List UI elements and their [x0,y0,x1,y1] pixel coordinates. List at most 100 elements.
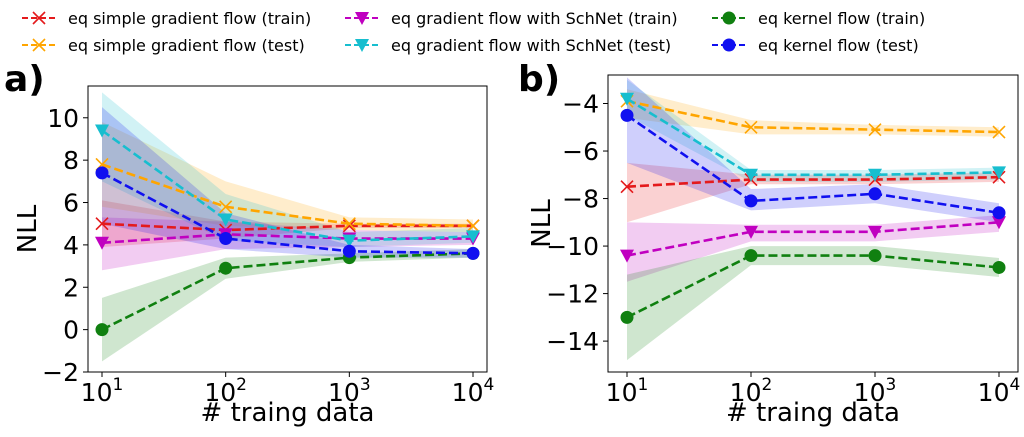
y-tick-label-4: −6 [562,137,599,166]
series-line-3 [101,129,474,242]
series-4-point-3 [992,260,1006,274]
series-2-point-1 [744,225,758,239]
x-tick-label-0: 101 [81,375,124,407]
series-1-point-2 [868,123,882,137]
y-tick-label-5: 8 [63,146,79,175]
x-axis-label: # traing data [201,398,375,428]
series-line-2 [101,232,473,245]
band-2 [627,215,999,282]
y-tick-label-4: 6 [63,189,79,218]
series-5-point-1 [219,232,233,246]
x-tick-label-3: 104 [978,375,1021,407]
series-line-1 [101,163,474,228]
series-4-point-0 [95,323,109,337]
plot-frame [87,85,488,373]
series-line-4 [101,252,474,331]
series-3-point-2 [868,168,882,182]
legend-marker-0 [32,11,46,25]
series-4-point-2 [868,249,882,263]
y-tick-label-5: −4 [562,90,599,119]
series-1-point-3 [466,219,480,233]
legend-label-2: eq gradient flow with SchNet (train) [391,9,678,28]
x-tick-label-1: 102 [204,375,247,407]
series-1-point-1 [219,200,233,214]
series-5-point-0 [620,108,634,122]
series-line-2 [626,221,1000,257]
panel-label-a: a) [4,59,45,100]
series-5-point-1 [744,194,758,208]
legend-item-3: eq gradient flow with SchNet (test) [345,36,671,55]
series-line-0 [626,175,1000,188]
legend-item-1: eq simple gradient flow (test) [22,36,305,55]
legend-item-2: eq gradient flow with SchNet (train) [345,9,678,28]
series-line-5 [101,171,474,255]
legend-marker-4 [722,11,736,25]
legend-label-5: eq kernel flow (test) [758,36,919,55]
x-tick-label-3: 104 [452,375,495,407]
series-3-point-2 [342,234,357,248]
series-3-point-0 [95,124,109,138]
band-3 [102,92,473,248]
band-4 [102,249,473,362]
legend-item-4: eq kernel flow (train) [712,9,925,28]
series-5-point-3 [992,206,1006,220]
series-3-point-1 [744,168,758,182]
series-0-point-0 [620,180,634,194]
panel-label-b: b) [518,59,561,100]
x-tick-label-1: 102 [730,375,773,407]
y-tick-label-0: −2 [42,358,79,387]
series-0-point-2 [342,219,356,233]
legend-marker-5 [722,38,736,52]
legend: eq simple gradient flow (train) eq simple… [22,9,925,55]
x-tick-label-2: 103 [328,375,371,407]
y-axis-label: NLL [13,204,43,253]
series-5-point-2 [868,187,882,201]
plot-frame [607,74,1019,373]
series-3-point-0 [620,92,634,106]
y-axis-label: NLL [527,199,557,248]
legend-marker-2 [355,12,369,25]
series-3-point-3 [992,166,1006,180]
band-1 [627,89,999,137]
series-4-point-1 [219,261,233,275]
series-5-point-3 [466,246,480,260]
series-4-point-1 [744,249,758,263]
series-3-point-3 [466,230,480,244]
series-5-point-0 [95,166,109,180]
y-tick-label-3: −8 [562,185,599,214]
y-tick-label-1: −12 [546,280,599,309]
y-tick-label-6: 10 [47,104,79,133]
y-tick-label-2: −10 [546,232,599,261]
series-1-point-1 [744,120,758,134]
series-3-point-1 [218,213,233,227]
series-0-point-0 [95,217,109,231]
x-axis-label: # traing data [726,398,900,428]
series-2-point-0 [620,249,634,263]
legend-label-1: eq simple gradient flow (test) [68,36,305,55]
chart-a: −2 0 2 4 6 8 10 101 102 103 104 # traing data NLL [13,85,495,428]
x-tick-label-2: 103 [854,375,897,407]
series-2-point-3 [992,216,1006,230]
series-line-4 [626,254,1000,319]
y-tick-label-0: −14 [546,327,599,356]
y-tick-label-2: 2 [63,273,79,302]
series-line-5 [626,114,1000,215]
legend-marker-1 [32,38,46,52]
legend-label-4: eq kernel flow (train) [758,9,925,28]
legend-item-0: eq simple gradient flow (train) [22,9,311,28]
band-5 [102,107,473,258]
series-line-0 [101,222,473,232]
band-5 [627,77,999,223]
confidence-bands [627,77,999,361]
legend-item-5: eq kernel flow (test) [712,36,919,55]
series-line-1 [626,99,1000,134]
legend-label-3: eq gradient flow with SchNet (test) [391,36,671,55]
series-1-point-2 [342,217,356,231]
series-lines [620,92,1006,324]
series-2-point-2 [868,225,882,239]
series-1-point-3 [992,125,1006,139]
x-tick-label-0: 101 [606,375,649,407]
y-tick-label-1: 0 [63,316,79,345]
band-4 [627,246,999,361]
legend-marker-3 [355,39,369,52]
